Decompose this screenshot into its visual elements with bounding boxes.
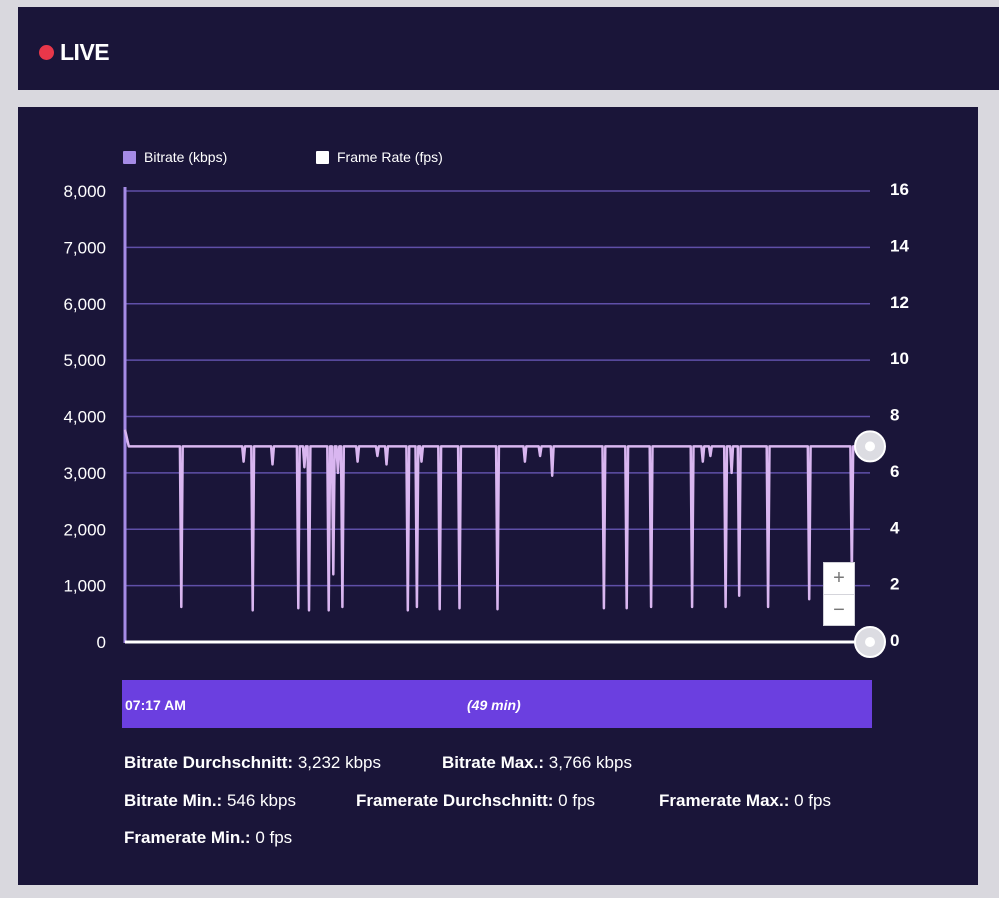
stat-key: Framerate Durchschnitt: [356, 791, 554, 810]
bitrate-framerate-chart: 8,000 7,000 6,000 5,000 4,000 3,000 2,000 1,000… [63, 180, 909, 658]
y-axis-left-tick: 0 [97, 633, 106, 652]
y-axis-right-tick: 14 [890, 236, 909, 255]
legend-label-bitrate: Bitrate (kbps) [144, 149, 228, 165]
zoom-in-button[interactable]: + [824, 563, 854, 595]
navigator-handle-top-dot [865, 441, 875, 452]
live-status-bar: LIVE [18, 7, 999, 90]
legend-item-bitrate[interactable]: Bitrate (kbps) [123, 149, 227, 165]
stat-framerate-min: Framerate Min.: 0 fps [124, 828, 292, 848]
live-label: LIVE [60, 39, 110, 65]
legend-swatch-bitrate [123, 150, 136, 164]
stat-key: Framerate Max.: [659, 791, 790, 810]
y-axis-right-tick: 16 [890, 180, 909, 199]
y-axis-left-tick: 7,000 [63, 238, 106, 257]
stat-value: 546 kbps [226, 791, 296, 810]
zoom-out-button[interactable]: − [833, 599, 845, 621]
stat-key: Bitrate Max.: [442, 753, 545, 772]
y-axis-right-tick: 12 [890, 293, 909, 312]
y-axis-left-tick: 8,000 [63, 182, 106, 201]
timeline-start-time: 07:17 AM [125, 697, 186, 713]
stat-key: Framerate Min.: [124, 828, 251, 847]
legend-item-framerate[interactable]: Frame Rate (fps) [316, 149, 443, 165]
stat-value: 0 fps [255, 828, 293, 847]
y-axis-left-tick: 1,000 [63, 577, 106, 596]
stat-bitrate-min: Bitrate Min.: 546 kbps [124, 791, 296, 811]
stat-key: Bitrate Min.: [124, 791, 223, 810]
y-axis-right-tick: 6 [890, 462, 899, 481]
timeline-range-bar[interactable]: 07:17 AM (49 min) [122, 680, 872, 728]
stat-value: 0 fps [794, 791, 831, 810]
stat-key: Bitrate Durchschnitt: [124, 753, 294, 772]
y-axis-left-tick: 6,000 [63, 295, 106, 314]
y-axis-left-tick: 3,000 [63, 464, 106, 483]
stat-bitrate-average: Bitrate Durchschnitt: 3,232 kbps [124, 753, 381, 773]
stat-value: 0 fps [558, 791, 596, 810]
y-axis-right-tick: 0 [890, 631, 899, 650]
stat-value: 3,766 kbps [548, 753, 632, 772]
y-axis-right-tick: 2 [890, 575, 899, 594]
legend-label-framerate: Frame Rate (fps) [337, 149, 443, 165]
live-dot-icon [39, 45, 54, 60]
y-axis-right-tick: 8 [890, 406, 899, 425]
stat-framerate-average: Framerate Durchschnitt: 0 fps [356, 791, 595, 811]
stat-bitrate-max: Bitrate Max.: 3,766 kbps [442, 753, 632, 773]
y-axis-left-tick: 5,000 [63, 351, 106, 370]
stat-value: 3,232 kbps [297, 753, 381, 772]
y-axis-right-tick: 4 [890, 518, 900, 537]
legend-swatch-framerate [316, 150, 329, 164]
zoom-controls: + − [823, 562, 855, 626]
bitrate-series-line [123, 429, 870, 612]
y-axis-right-tick: 10 [890, 349, 909, 368]
y-axis-left-tick: 2,000 [63, 520, 106, 539]
timeline-duration: (49 min) [467, 697, 521, 713]
navigator-handle-bottom-dot [865, 637, 875, 647]
stat-framerate-max: Framerate Max.: 0 fps [659, 791, 831, 811]
y-axis-left-tick: 4,000 [63, 408, 106, 427]
stream-health-panel: Bitrate (kbps) Frame Rate (fps) 8,000 7,0… [18, 107, 978, 885]
